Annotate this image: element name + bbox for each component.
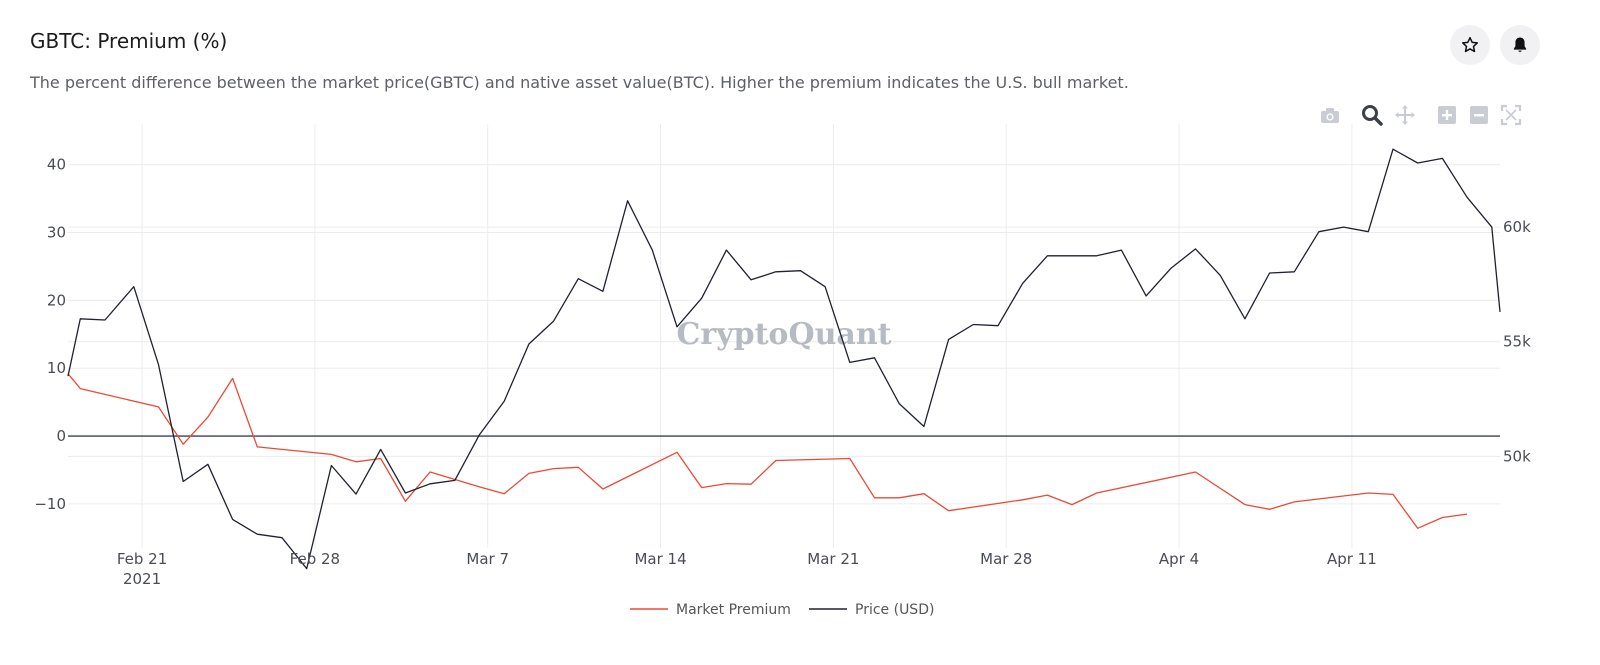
bell-icon bbox=[1513, 37, 1527, 53]
axis-ticks: Feb 21 2021 Feb 28 Mar 7 Mar 14 Mar 21 Mar 28 A… bbox=[34, 156, 1531, 588]
favorite-button[interactable] bbox=[1450, 25, 1490, 65]
legend-label: Price (USD) bbox=[855, 602, 934, 618]
watermark: CryptoQuant bbox=[676, 317, 891, 352]
star-icon bbox=[1462, 36, 1478, 53]
grid-lines bbox=[68, 124, 1500, 548]
x-tick-label: Apr 4 bbox=[1159, 550, 1199, 568]
x-tick-label: Feb 21 bbox=[117, 550, 167, 568]
y-left-tick-label: 0 bbox=[56, 427, 66, 445]
y-left-tick-label: 10 bbox=[47, 359, 66, 377]
zoom-in-icon[interactable] bbox=[1435, 103, 1459, 127]
y-left-tick-label: 20 bbox=[47, 291, 66, 309]
zoom-icon[interactable] bbox=[1360, 103, 1384, 127]
x-tick-label: Mar 14 bbox=[634, 550, 686, 568]
x-tick-label: Mar 21 bbox=[807, 550, 859, 568]
autoscale-icon[interactable] bbox=[1499, 103, 1523, 127]
legend-label: Market Premium bbox=[676, 602, 791, 618]
alert-button[interactable] bbox=[1500, 25, 1540, 65]
legend-item[interactable]: Market Premium bbox=[630, 602, 791, 618]
x-tick-sublabel: 2021 bbox=[123, 570, 161, 588]
y-left-tick-label: 40 bbox=[47, 156, 66, 174]
zoom-out-icon[interactable] bbox=[1467, 103, 1491, 127]
market-premium-line bbox=[67, 373, 1468, 529]
y-right-tick-label: 60k bbox=[1503, 218, 1531, 236]
price-line bbox=[67, 148, 1501, 570]
x-tick-label: Mar 7 bbox=[466, 550, 509, 568]
chart-description: The percent difference between the marke… bbox=[30, 73, 1129, 92]
pan-icon[interactable] bbox=[1393, 103, 1417, 127]
x-tick-label: Feb 28 bbox=[290, 550, 340, 568]
y-left-tick-label: 30 bbox=[47, 224, 66, 242]
x-tick-label: Apr 11 bbox=[1327, 550, 1377, 568]
chart-title: GBTC: Premium (%) bbox=[30, 29, 228, 53]
x-tick-label: Mar 28 bbox=[980, 550, 1032, 568]
y-left-tick-label: −10 bbox=[34, 495, 66, 513]
y-right-tick-label: 55k bbox=[1503, 333, 1531, 351]
legend-item[interactable]: Price (USD) bbox=[809, 602, 934, 618]
y-right-tick-label: 50k bbox=[1503, 447, 1531, 465]
legend[interactable]: Market Premium Price (USD) bbox=[630, 602, 934, 618]
camera-icon[interactable] bbox=[1318, 103, 1342, 127]
series-lines bbox=[67, 148, 1501, 570]
